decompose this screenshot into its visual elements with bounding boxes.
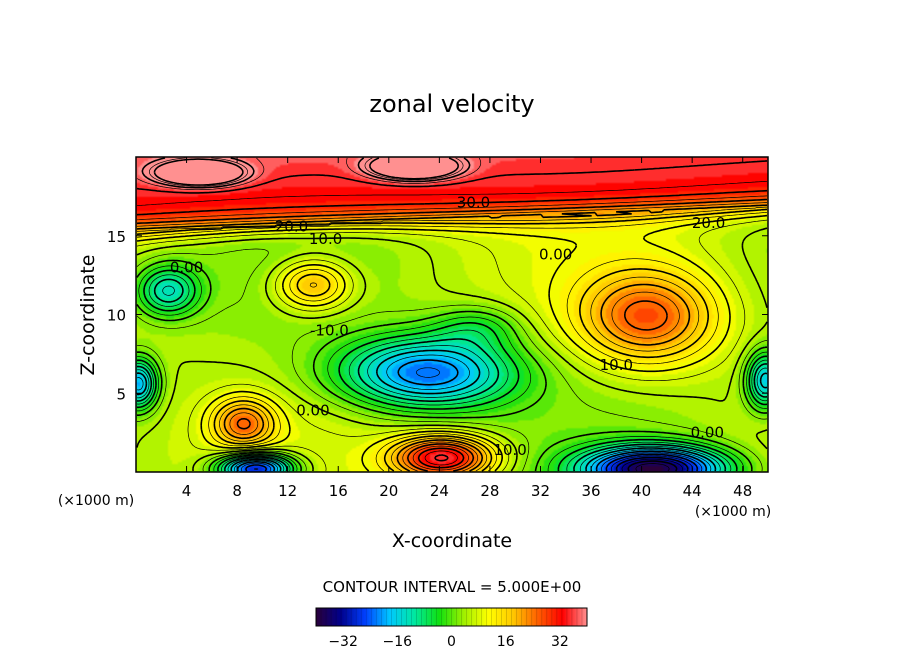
contour-label: 20.0 [692, 214, 725, 232]
contour-line [621, 458, 684, 472]
contour-label: 0.00 [296, 402, 329, 420]
x-tick-label: 44 [683, 482, 702, 500]
contour-line [136, 208, 768, 472]
x-tick-label: 8 [232, 482, 242, 500]
contour-line [253, 455, 694, 472]
contour-line [136, 198, 768, 472]
contour-label: 10.0 [600, 356, 633, 374]
contour-line [136, 206, 768, 472]
x-tick-label: 4 [182, 482, 192, 500]
x-tick-label: 36 [581, 482, 600, 500]
contour-label: -10.0 [310, 321, 349, 339]
z-tick-label: 10 [107, 307, 126, 325]
contour-line [148, 157, 464, 187]
contour-line [240, 367, 703, 472]
contour-line [136, 195, 768, 471]
contour-line [136, 202, 768, 472]
contour-label: 20.0 [275, 217, 308, 235]
contour-line [136, 349, 768, 472]
x-tick-label: 20 [379, 482, 398, 500]
colorbar [315, 607, 588, 627]
contour-interval-note: CONTOUR INTERVAL = 5.000E+00 [323, 578, 582, 596]
contour-line [136, 278, 768, 472]
contour-line [153, 157, 460, 186]
x-tick-label: 24 [430, 482, 449, 500]
contour-line [136, 354, 712, 472]
contour-line [136, 274, 768, 472]
contour-line [136, 227, 768, 472]
x-tick-label: 48 [733, 482, 752, 500]
contour-line [236, 359, 708, 472]
contour-label: 10.0 [309, 230, 342, 248]
chart-title: zonal velocity [369, 90, 534, 118]
contour-line [136, 160, 768, 462]
x-tick-label: 28 [480, 482, 499, 500]
colorbar-stripes [320, 608, 583, 626]
contour-line [244, 453, 699, 472]
contour-line [136, 265, 768, 472]
contour-line [136, 219, 768, 472]
x-tick-label: 40 [632, 482, 651, 500]
contour-line [136, 157, 482, 191]
contour-label: 0.00 [170, 258, 203, 276]
contour-line [136, 211, 768, 472]
contour-line [136, 204, 768, 472]
z-tick-label: 15 [107, 228, 126, 246]
colorbar-tick-label: 0 [447, 634, 456, 650]
x-tick-label: 12 [278, 482, 297, 500]
contour-line [136, 189, 768, 469]
x-tick-label: 32 [531, 482, 550, 500]
z-tick-label: 5 [116, 385, 126, 403]
x-unit-label-left: (×1000 m) [58, 493, 134, 509]
z-axis-label: Z-coordinate [77, 255, 99, 376]
contour-line [627, 460, 678, 472]
contour-label: 0.00 [539, 246, 572, 264]
contour-line [136, 214, 768, 472]
contour-label: 10.0 [493, 441, 526, 459]
contour-lines [136, 157, 768, 472]
contour-line [136, 259, 768, 472]
colorbar-tick-label: −16 [383, 634, 413, 650]
z-axis-ticks: 5 10 15 [107, 228, 768, 403]
contour-label: 30.0 [457, 194, 490, 212]
contour-label: 0.00 [691, 424, 724, 442]
contour-line [136, 180, 768, 466]
contour-line [136, 269, 768, 472]
colorbar-ticks: −32 −16 0 16 32 [328, 634, 568, 650]
x-tick-label: 16 [329, 482, 348, 500]
contour-line [141, 157, 471, 189]
x-axis-ticks: 4 8 12 16 20 24 28 32 36 40 44 48 [182, 157, 752, 500]
contour-line [136, 248, 768, 472]
contour-line [136, 285, 768, 472]
x-unit-label-right: (×1000 m) [695, 504, 771, 520]
contour-line [635, 463, 670, 472]
colorbar-tick-label: 32 [551, 634, 569, 650]
contour-labels: 30.020.0 20.010.00.000.00-10.010.00.000.0… [170, 194, 725, 459]
x-axis-label: X-coordinate [392, 530, 512, 552]
contour-line [615, 456, 689, 472]
colorbar-tick-label: 16 [497, 634, 515, 650]
colorbar-tick-label: −32 [328, 634, 358, 650]
